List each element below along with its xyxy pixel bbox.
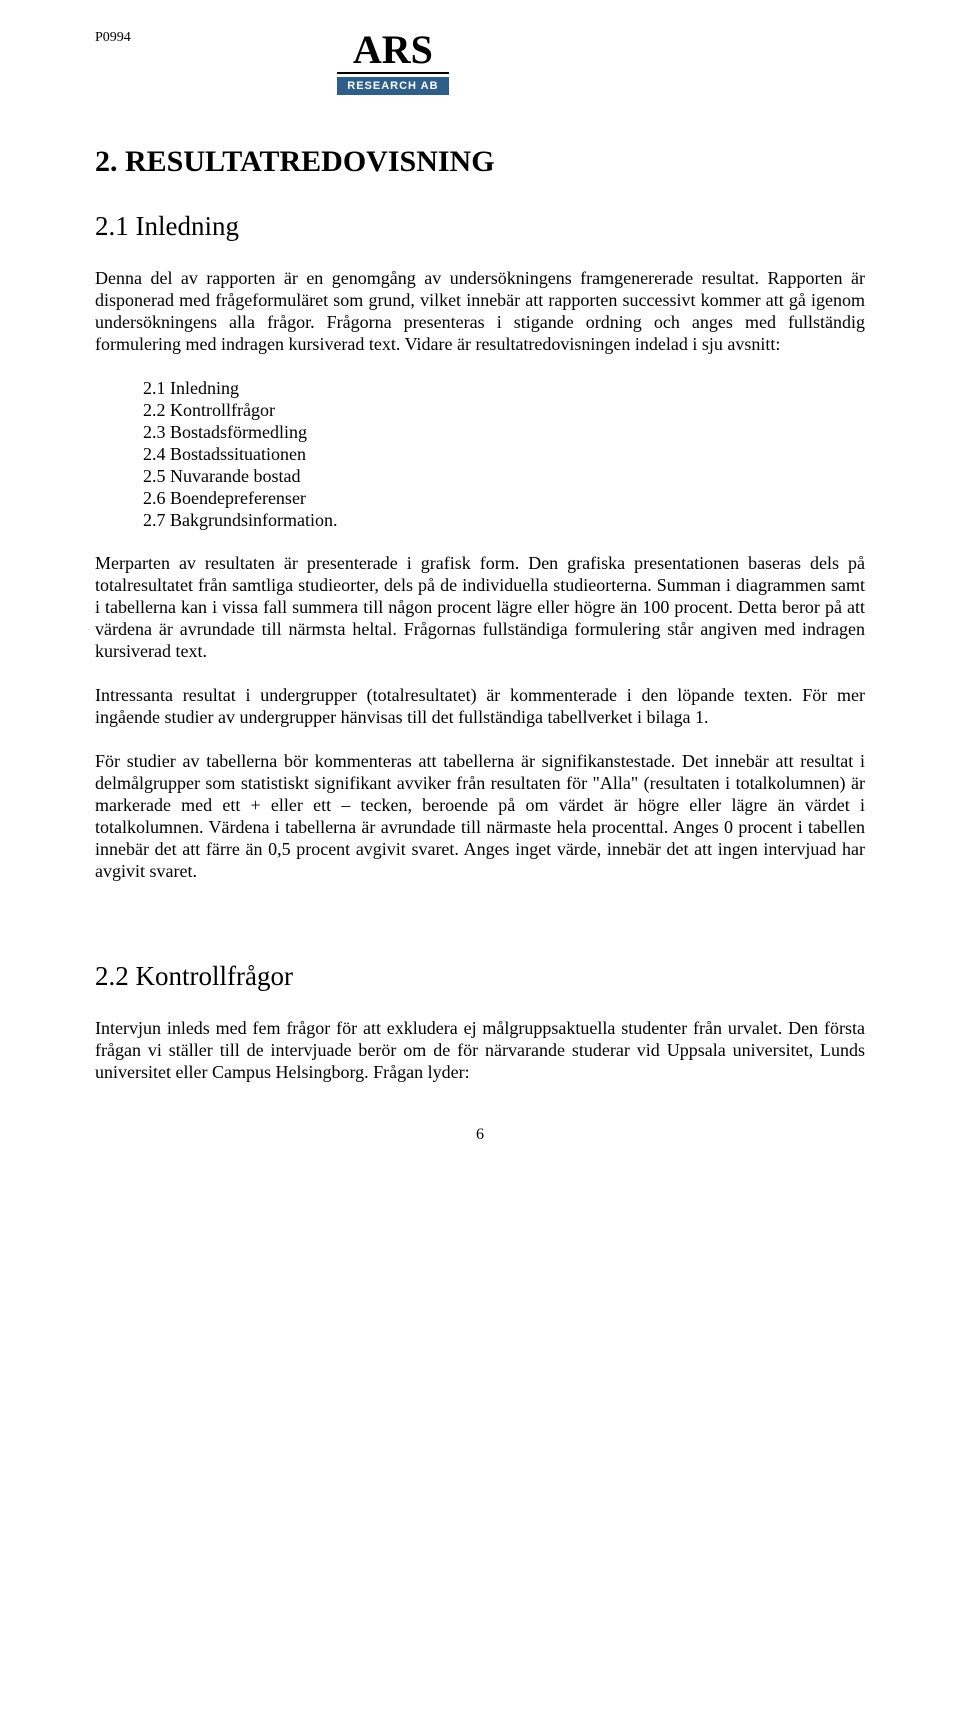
paragraph-presentation: Merparten av resultaten är presenterade … — [95, 553, 865, 663]
paragraph-subgroups: Intressanta resultat i undergrupper (tot… — [95, 685, 865, 729]
section-list-item: 2.7 Bakgrundsinformation. — [143, 510, 865, 532]
logo: ARS RESEARCH AB — [337, 30, 448, 95]
logo-badge: RESEARCH AB — [337, 77, 448, 95]
section-list-item: 2.4 Bostadssituationen — [143, 444, 865, 466]
logo-text: ARS — [353, 30, 433, 70]
paragraph-interview: Intervjun inleds med fem frågor för att … — [95, 1018, 865, 1084]
section-list-item: 2.3 Bostadsförmedling — [143, 422, 865, 444]
section-list-item: 2.2 Kontrollfrågor — [143, 400, 865, 422]
heading-2-inledning: 2.1 Inledning — [95, 211, 865, 242]
paragraph-tables: För studier av tabellerna bör kommentera… — [95, 751, 865, 883]
section-list-item: 2.6 Boendepreferenser — [143, 488, 865, 510]
section-list-item: 2.5 Nuvarande bostad — [143, 466, 865, 488]
document-id: P0994 — [95, 30, 131, 46]
heading-2-kontrollfragor: 2.2 Kontrollfrågor — [95, 961, 865, 992]
logo-divider — [337, 72, 448, 74]
section-list: 2.1 Inledning 2.2 Kontrollfrågor 2.3 Bos… — [143, 378, 865, 532]
section-list-item: 2.1 Inledning — [143, 378, 865, 400]
page-header: P0994 ARS RESEARCH AB — [95, 30, 865, 95]
paragraph-intro: Denna del av rapporten är en genomgång a… — [95, 268, 865, 356]
page-number: 6 — [95, 1126, 865, 1144]
heading-1: 2. RESULTATREDOVISNING — [95, 145, 865, 179]
